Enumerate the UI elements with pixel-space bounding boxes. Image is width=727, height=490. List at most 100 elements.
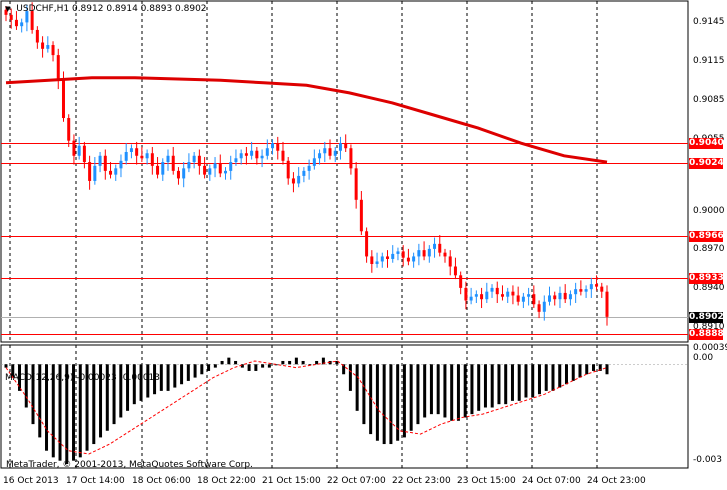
candle-body [443,252,447,257]
macd-bar [375,364,379,441]
macd-bar [301,360,305,365]
candle-body [574,289,578,295]
candle-body [208,168,212,175]
candle-body [354,168,358,200]
level-price-tag: 0.8933 [689,273,724,284]
candle-body [9,14,13,20]
macd-bar [180,364,184,385]
candle-body [119,160,123,169]
candle-body [542,301,546,312]
candle-body [459,275,463,288]
macd-bar [605,364,609,375]
macd-bar [240,364,244,368]
macd-bar [423,364,427,418]
candle-body [563,292,567,300]
macd-bar [477,364,481,411]
candle-body [359,199,363,232]
macd-bar [463,364,467,418]
macd-bar [321,357,325,365]
macd-bar [564,364,568,385]
macd-bar [119,364,123,418]
candle-body [600,286,604,292]
candle-body [375,261,379,264]
candle-body [114,168,118,175]
candle-body [244,153,248,156]
macd-bar [288,360,292,365]
time-tick-label: 24 Oct 07:00 [522,476,581,486]
triangle-down-icon[interactable]: ▼ [5,5,11,13]
macd-bar [4,364,8,368]
candle-body [307,165,311,171]
macd-bar [369,364,373,435]
candle-body [255,150,259,159]
candle-body [51,45,55,56]
macd-bar [92,364,96,445]
candle-body [516,295,520,302]
macd-bar [315,360,319,365]
candle-body [427,248,431,257]
candle-body [422,250,426,257]
candle-body [229,162,233,171]
macd-bar [598,364,602,371]
candle-body [281,150,285,161]
candle-body [192,155,196,163]
time-tick-label: 23 Oct 15:00 [457,476,516,486]
candle-body [302,170,306,176]
symbol-header: ▼ USDCHF,H1 0.8912 0.8914 0.8893 0.8902 [5,4,207,14]
candle-body [527,294,531,297]
macd-bar [193,364,197,378]
candle-body [521,296,525,302]
candle-body [532,294,536,305]
time-tick-label: 17 Oct 14:00 [66,476,125,486]
candle-body [396,251,400,254]
main-pane-border [0,0,689,343]
candle-body [584,289,588,292]
macd-bar [186,364,190,381]
macd-bar [524,364,528,398]
copyright-text: MetaTrader, © 2001-2013, MetaQuotes Soft… [6,460,253,470]
macd-bar [362,364,366,425]
candle-body [370,256,374,264]
candle-body [46,45,50,49]
candle-body [318,153,322,159]
macd-bar [45,364,49,451]
candle-body [568,294,572,300]
time-tick-label: 18 Oct 22:00 [197,476,256,486]
candle-body [391,253,395,259]
candle-body [506,291,510,297]
time-tick-label: 16 Oct 2013 [3,476,59,486]
level-price-tag: 0.8966 [689,231,724,242]
time-tick-label: 18 Oct 06:00 [132,476,191,486]
macd-tick-label: -0.003 [693,455,723,465]
macd-bar [450,364,454,421]
candle-body [291,178,295,184]
price-tick-label: 0.8940 [693,283,725,293]
macd-bar [537,364,541,395]
candle-body [260,155,264,159]
candle-body [548,295,552,302]
candle-body [93,165,97,181]
macd-bar [281,360,285,365]
candle-body [380,256,384,262]
time-tick-label: 21 Oct 15:00 [262,476,321,486]
candle-body [129,148,133,152]
price-tick-label: 0.9085 [693,95,725,105]
candle-body [150,153,154,166]
macd-bar [355,364,359,411]
candle-body [265,148,269,156]
macd-bar [551,364,555,391]
macd-bar [490,364,494,408]
candle-body [271,143,275,149]
candle-body [41,42,45,49]
macd-bar [85,364,89,451]
candle-body [344,143,348,149]
candle-body [553,295,557,300]
macd-bar [436,364,440,415]
price-tick-label: 0.9115 [693,56,725,66]
macd-bar [558,364,562,388]
candle-body [417,250,421,257]
candle-body [145,153,149,159]
candle-body [511,291,515,296]
